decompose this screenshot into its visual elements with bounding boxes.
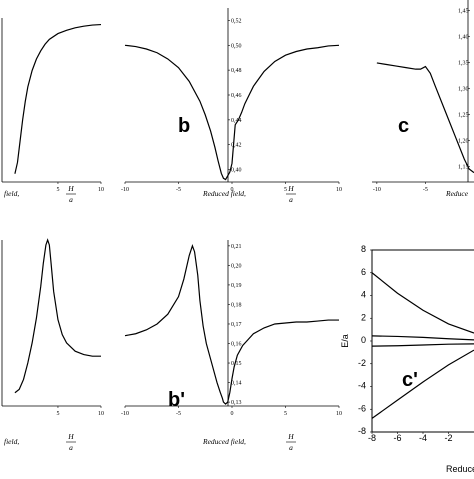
- x-axis-title: field,: [4, 189, 19, 198]
- y-tick-label: 0,52: [231, 18, 242, 24]
- x-axis-title-numerator: H: [67, 184, 74, 193]
- y-tick-label: 0,50: [231, 43, 242, 49]
- y-tick-label: 0,20: [231, 263, 242, 269]
- series-line: [371, 349, 474, 419]
- y-tick-label: 1,40: [458, 34, 469, 40]
- x-tick-label: 5: [284, 187, 287, 193]
- x-axis-title-denominator: a: [289, 195, 293, 204]
- plot-frame: [371, 249, 474, 433]
- y-tick-label: 0,16: [231, 342, 242, 348]
- x-tick-label: -4: [419, 433, 427, 443]
- y-tick-label: -4: [358, 381, 366, 391]
- chart-panel-b-prime: -10 -5 0 5 10 0,13 0,14 0,15 0,16 0,17 0,18 0,19 0,2…: [121, 240, 342, 452]
- y-tick-label: 0: [361, 335, 366, 345]
- y-tick-label: 0,18: [231, 302, 242, 308]
- y-tick-label: 0,48: [231, 68, 242, 74]
- y-tick-label: 0,40: [231, 168, 242, 174]
- x-tick-label: -5: [423, 187, 428, 193]
- y-tick-label: 1,45: [458, 8, 469, 14]
- y-tick-label: 0,15: [231, 361, 242, 367]
- x-tick-label: -5: [176, 187, 181, 193]
- chart-panel-c-prime: -8 -6 -4 -2 -8 -6 -4 -2 0 2 4 6 8 Reduce E/a c': [340, 244, 474, 474]
- y-tick-label: 8: [361, 244, 366, 254]
- x-tick-label: 0: [231, 187, 234, 193]
- panel-label: b: [178, 115, 190, 137]
- y-tick-label: 4: [361, 290, 366, 300]
- panel-label: c': [402, 369, 418, 391]
- y-tick-label: 2: [361, 312, 366, 322]
- series-line: [371, 343, 474, 347]
- y-tick-label: 0,42: [231, 143, 242, 149]
- x-tick-label: 5: [284, 411, 287, 417]
- y-tick-label: 0,13: [231, 400, 242, 406]
- x-tick-label: 5: [56, 187, 59, 193]
- x-axis-title-numerator: H: [287, 432, 294, 441]
- y-tick-label: -8: [358, 426, 366, 436]
- x-axis-title-denominator: a: [289, 443, 293, 452]
- series-line: [124, 244, 339, 405]
- x-tick-label: 5: [56, 411, 59, 417]
- y-tick-label: 0,14: [231, 381, 242, 387]
- y-tick-label: 0,21: [231, 244, 242, 250]
- panel-label: c: [398, 115, 409, 137]
- x-axis-title: field,: [4, 437, 19, 446]
- y-tick-label: 1,15: [458, 164, 469, 170]
- chart-panel-a: 5 10 field, Ha: [1, 18, 104, 204]
- x-tick-label: -10: [121, 187, 129, 193]
- x-axis-title: Reduce: [445, 189, 469, 198]
- x-tick-label: 10: [98, 411, 104, 417]
- y-tick-label: -6: [358, 403, 366, 413]
- x-tick-label: -10: [121, 411, 129, 417]
- y-tick-label: 1,20: [458, 138, 469, 144]
- y-tick-label: 1,30: [458, 86, 469, 92]
- panel-label: b': [168, 389, 185, 411]
- chart-panel-c: -10 -5 1,15 1,20 1,25 1,30 1,35 1,40 1,45 Reduce c: [372, 0, 474, 198]
- series-line: [376, 62, 474, 174]
- series-line: [371, 335, 474, 341]
- x-axis-title-denominator: a: [69, 443, 73, 452]
- series-line: [14, 23, 102, 174]
- x-axis-title: Reduced field,: [202, 189, 246, 198]
- x-axis-title-numerator: H: [67, 432, 74, 441]
- y-axis-title: E/a: [340, 334, 350, 348]
- x-axis-title-numerator: H: [287, 184, 294, 193]
- y-tick-label: 1,25: [458, 112, 469, 118]
- series-line: [371, 272, 474, 334]
- y-tick-label: 0,46: [231, 93, 242, 99]
- x-axis-title-denominator: a: [69, 195, 73, 204]
- series-line: [14, 238, 101, 394]
- y-tick-label: 1,35: [458, 60, 469, 66]
- x-tick-label: -8: [368, 433, 376, 443]
- chart-panel-a-prime: 5 10 field, Ha: [1, 238, 104, 452]
- x-tick-label: -6: [393, 433, 401, 443]
- x-tick-label: 10: [98, 187, 104, 193]
- y-tick-label: 0,19: [231, 283, 242, 289]
- y-tick-label: 0,17: [231, 322, 242, 328]
- y-tick-label: 0,44: [231, 118, 242, 124]
- series-line: [124, 44, 340, 181]
- x-tick-label: 10: [336, 187, 342, 193]
- x-tick-label: -2: [444, 433, 452, 443]
- chart-panel-b: -10 -5 0 5 10 0,40 0,42 0,44 0,46 0,48 0,50 0,52 Red…: [121, 8, 342, 204]
- x-tick-label: -10: [373, 187, 381, 193]
- x-tick-label: 0: [231, 411, 234, 417]
- x-tick-label: -5: [176, 411, 181, 417]
- x-axis-title: Reduced field,: [202, 437, 246, 446]
- x-tick-label: 10: [336, 411, 342, 417]
- y-tick-label: -2: [358, 358, 366, 368]
- y-tick-label: 6: [361, 267, 366, 277]
- x-axis-title: Reduce: [446, 464, 474, 474]
